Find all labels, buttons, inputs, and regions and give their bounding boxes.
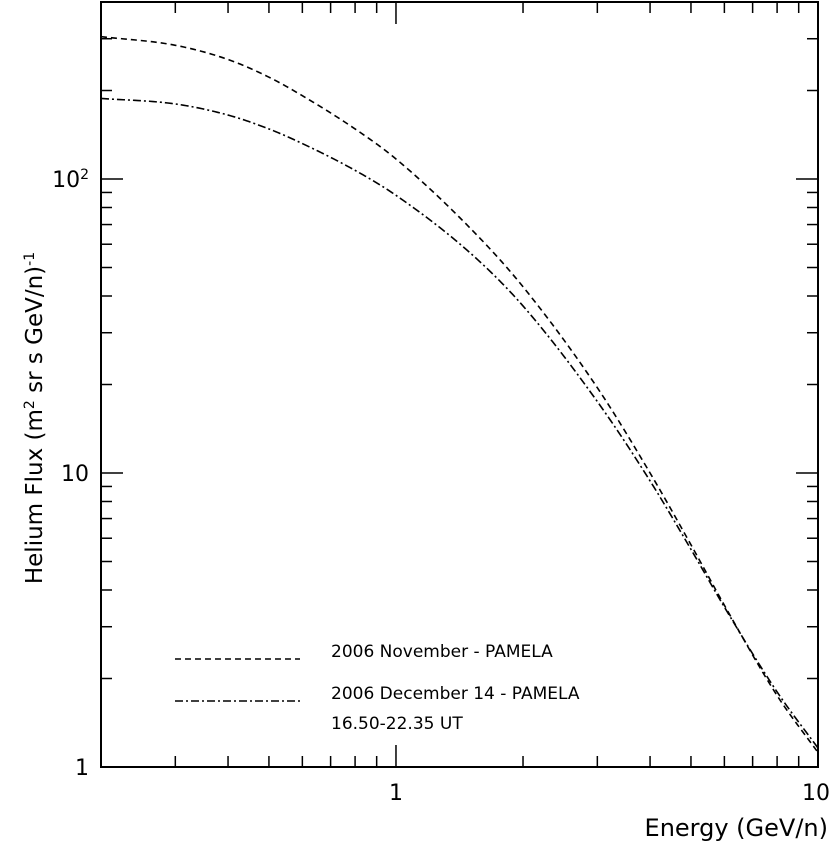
x-axis-label: Energy (GeV/n) [645,814,828,842]
y-axis-label: Helium Flux (m2 sr s GeV/n)-1 [22,252,48,584]
y-axis-label-exp: -1 [22,252,38,266]
y-tick-label: 10 [61,462,89,487]
x-tick-label: 10 [802,781,830,806]
series-line-1 [100,35,819,753]
y-axis-label-rest: sr s GeV/n) [22,266,48,400]
y-tick-label: 102 [52,167,89,193]
legend-label-1: 2006 November - PAMELA [331,642,553,662]
y-tick-label: 1 [75,756,89,781]
legend-label-2: 2006 December 14 - PAMELA [331,684,580,704]
y-axis-label-main: Helium Flux (m [22,409,48,584]
data-curves [100,35,819,753]
axis-ticks: 1 10 1 10 102 [52,1,830,806]
y-axis-label-sup: 2 [22,400,38,409]
legend: 2006 November - PAMELA 2006 December 14 -… [175,642,580,734]
legend-label-2-line2: 16.50-22.35 UT [331,714,463,734]
x-tick-label: 1 [389,781,403,806]
